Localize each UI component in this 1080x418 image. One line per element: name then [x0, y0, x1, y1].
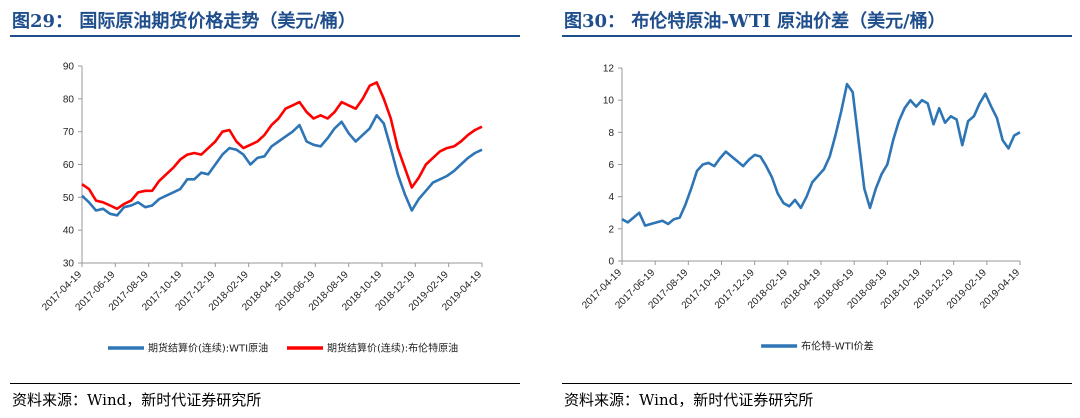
y-tick-label: 50 [63, 193, 75, 204]
y-tick-label: 10 [603, 96, 615, 107]
chart-title: 图30： 布伦特原油-WTI 原油价差（美元/桶） [564, 11, 946, 32]
legend-label: 期货结算价(连续):WTI原油 [148, 342, 268, 355]
y-tick-label: 70 [63, 127, 75, 138]
y-tick-label: 0 [608, 257, 614, 268]
series-line-1 [81, 81, 483, 211]
y-tick-label: 80 [63, 94, 75, 105]
source-note: 资料来源：Wind，新时代证券研究所 [564, 391, 814, 409]
y-tick-label: 90 [63, 62, 75, 73]
source-note: 资料来源：Wind，新时代证券研究所 [12, 391, 262, 409]
series-line-0 [621, 82, 1021, 227]
y-tick-label: 6 [608, 160, 614, 171]
y-tick-label: 60 [63, 160, 75, 171]
title-rule [562, 35, 1072, 37]
series-line-0 [81, 114, 483, 217]
legend-label: 布伦特-WTI价差 [801, 340, 874, 353]
y-tick-label: 12 [603, 64, 615, 75]
y-tick-label: 40 [63, 226, 75, 237]
y-tick-label: 8 [608, 128, 614, 139]
brent-wti-spread-panel: 图30： 布伦特原油-WTI 原油价差（美元/桶） 0 2 4 6 8 10 12 2017-… [552, 0, 1080, 418]
y-tick-label: 30 [63, 259, 75, 270]
price-chart: 304050607080902017-04-192017-06-192017-0… [40, 62, 484, 355]
spread-chart: 0246810122017-04-192017-06-192017-08-192… [580, 64, 1022, 353]
source-rule [10, 383, 520, 384]
chart-title: 图29： 国际原油期货价格走势（美元/桶） [12, 11, 356, 32]
legend-label: 期货结算价(连续):布伦特原油 [327, 342, 458, 355]
source-rule [562, 383, 1072, 384]
y-tick-label: 4 [608, 192, 614, 203]
wti-brent-price-panel: 图29： 国际原油期货价格走势（美元/桶） 30 40 50 60 70 80 90 2017… [0, 0, 528, 418]
title-rule [10, 35, 520, 37]
y-tick-label: 2 [608, 224, 614, 235]
